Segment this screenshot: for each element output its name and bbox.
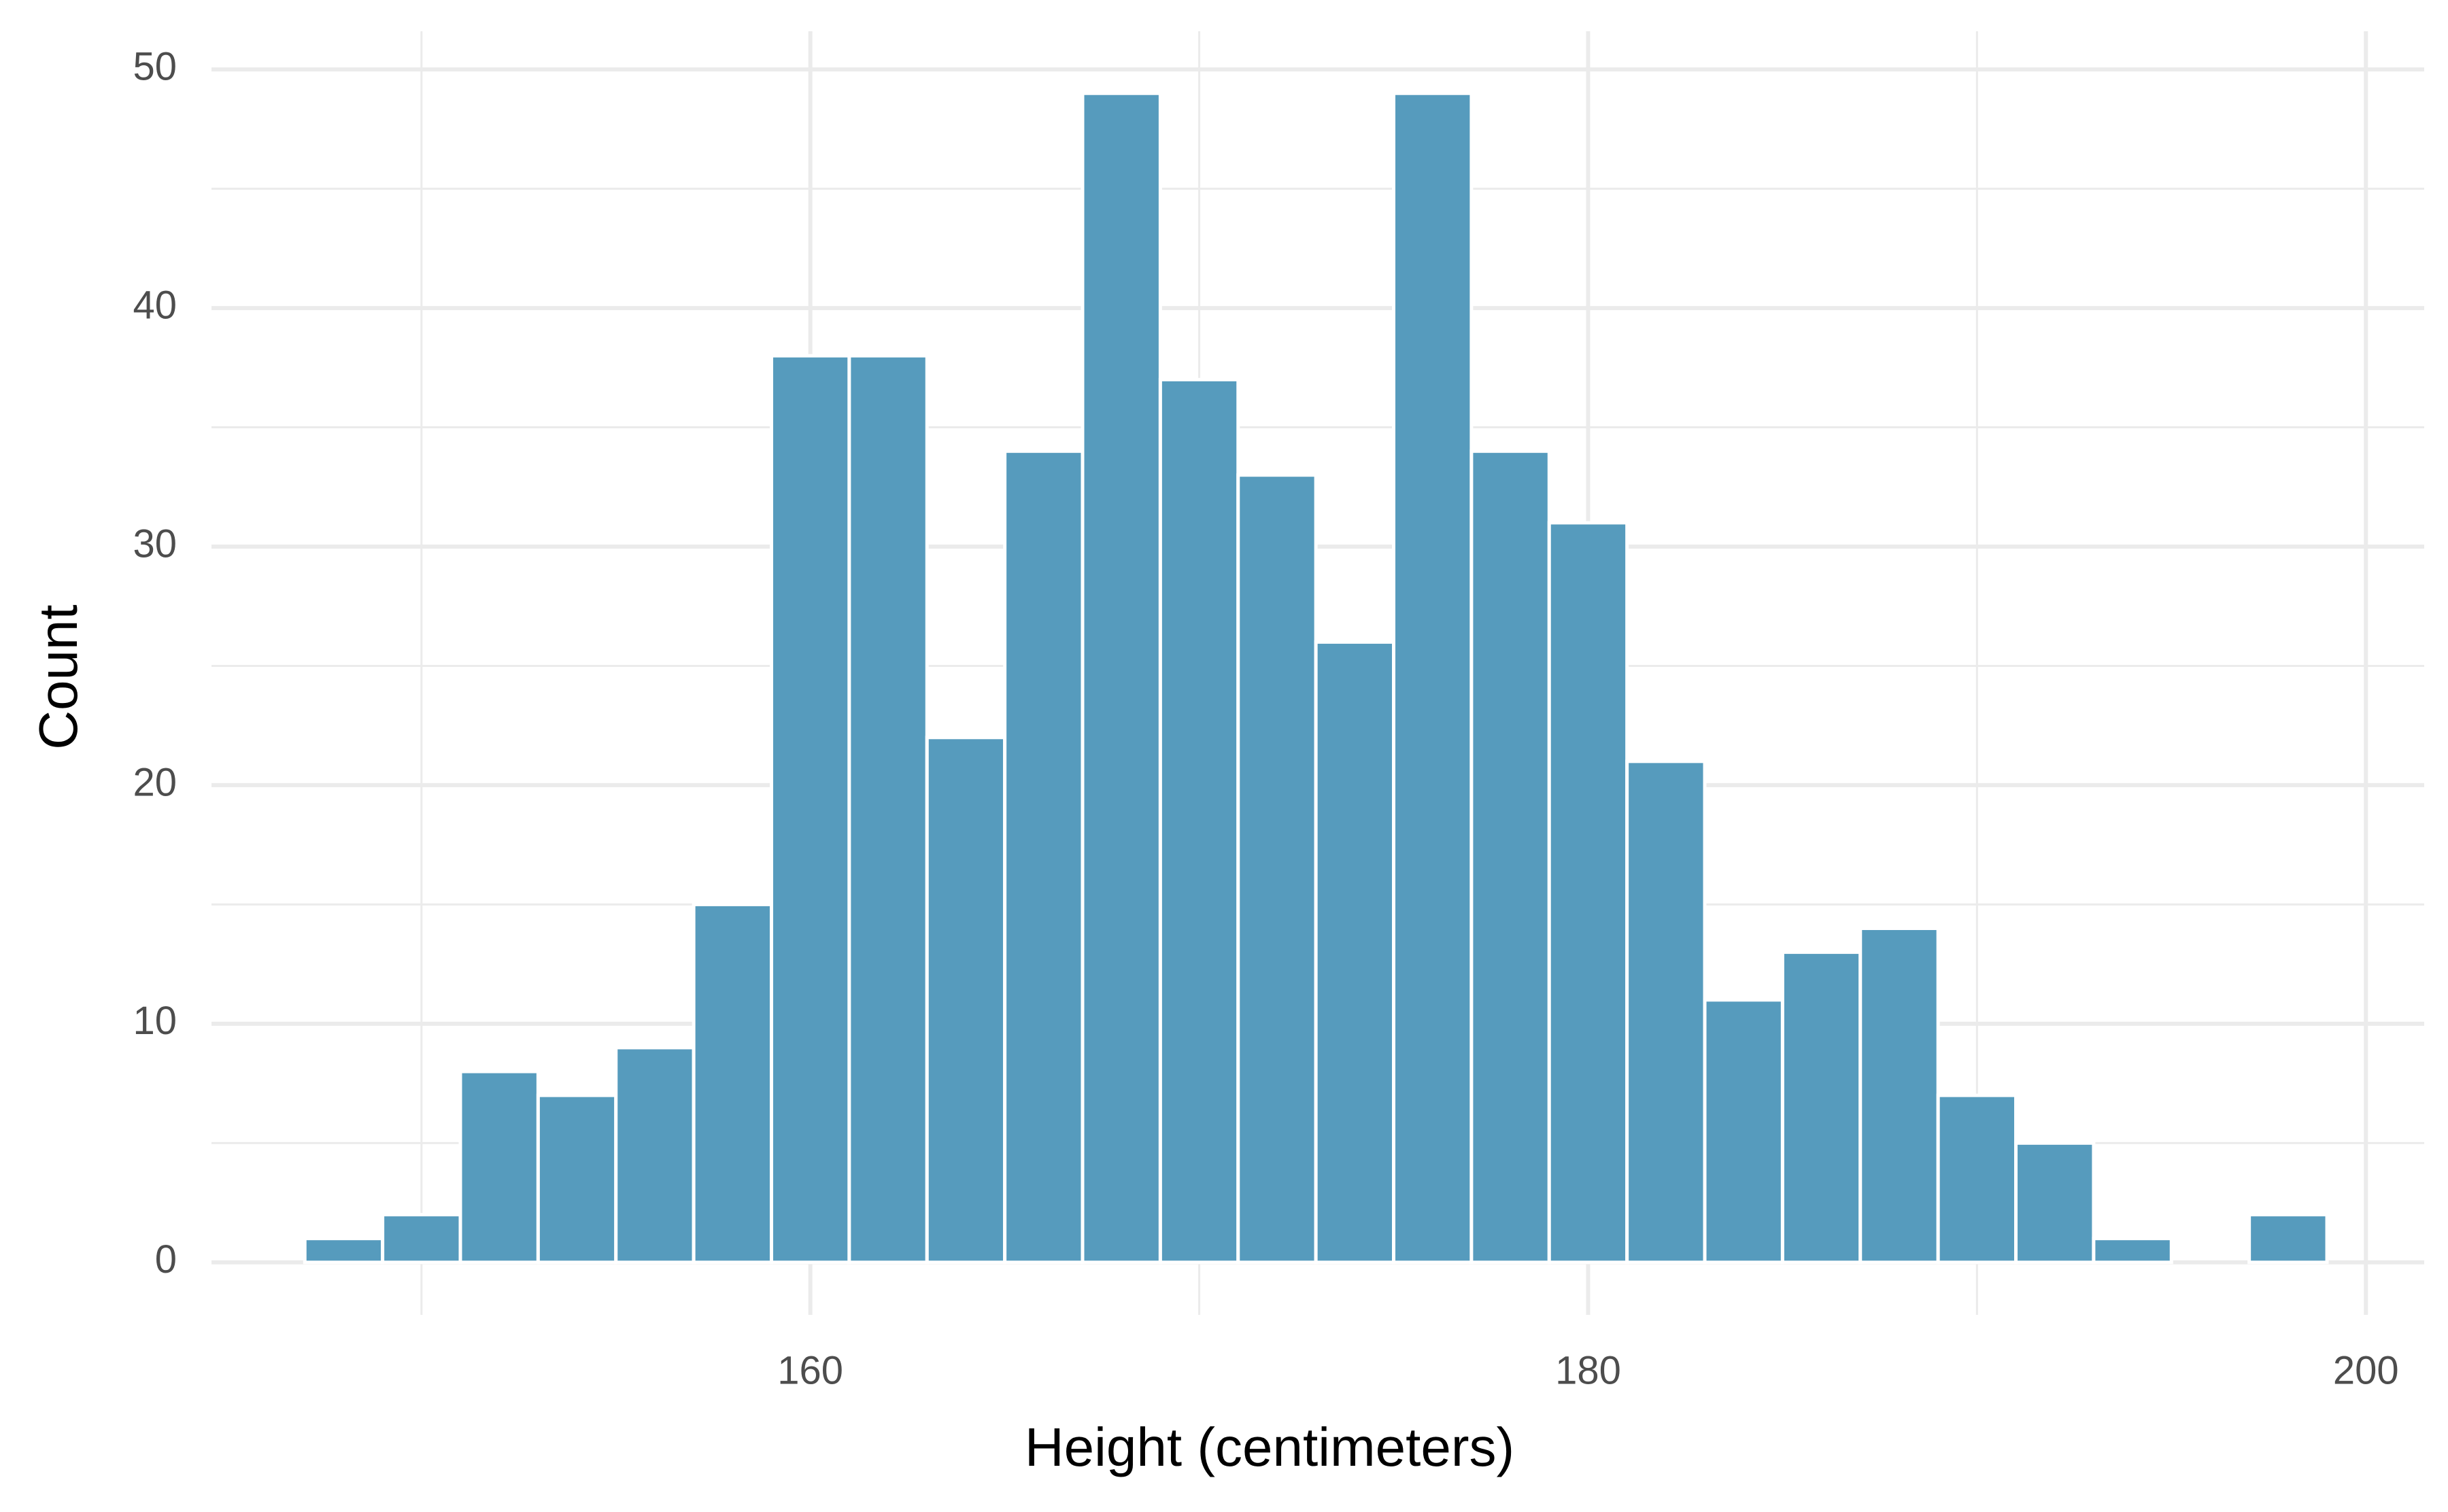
- bar: [1936, 1093, 2018, 1265]
- bar: [692, 902, 774, 1265]
- y-tick-label: 50: [133, 44, 177, 88]
- x-tick-label: 200: [2333, 1348, 2399, 1392]
- bar: [614, 1046, 696, 1265]
- bar: [1858, 926, 1940, 1265]
- y-tick-label: 40: [133, 283, 177, 327]
- bar: [2014, 1141, 2096, 1265]
- y-axis-title: Count: [28, 604, 88, 749]
- bar: [381, 1213, 462, 1265]
- bar: [770, 354, 851, 1265]
- x-tick-label: 180: [1555, 1348, 1621, 1392]
- bar: [1158, 377, 1240, 1265]
- bar: [1236, 473, 1318, 1265]
- bar: [1314, 640, 1396, 1265]
- y-tick-label: 30: [133, 521, 177, 566]
- y-tick-label: 20: [133, 760, 177, 804]
- bar: [303, 1237, 385, 1265]
- bar: [1081, 91, 1162, 1265]
- bar: [1703, 998, 1784, 1265]
- x-tick-label: 160: [777, 1348, 843, 1392]
- bar: [1003, 449, 1085, 1265]
- bar: [2092, 1237, 2173, 1265]
- bar: [536, 1093, 618, 1265]
- bar: [458, 1069, 540, 1265]
- bar: [1547, 521, 1629, 1265]
- x-axis-title: Height (centimeters): [1025, 1417, 1514, 1477]
- bar: [2247, 1213, 2329, 1265]
- y-tick-label: 10: [133, 999, 177, 1043]
- y-tick-label: 0: [155, 1237, 177, 1282]
- bar: [847, 354, 929, 1265]
- bar: [925, 736, 1007, 1265]
- bar: [1625, 759, 1707, 1265]
- bar: [1469, 449, 1551, 1265]
- bar: [1392, 91, 1474, 1265]
- bar: [1780, 950, 1863, 1265]
